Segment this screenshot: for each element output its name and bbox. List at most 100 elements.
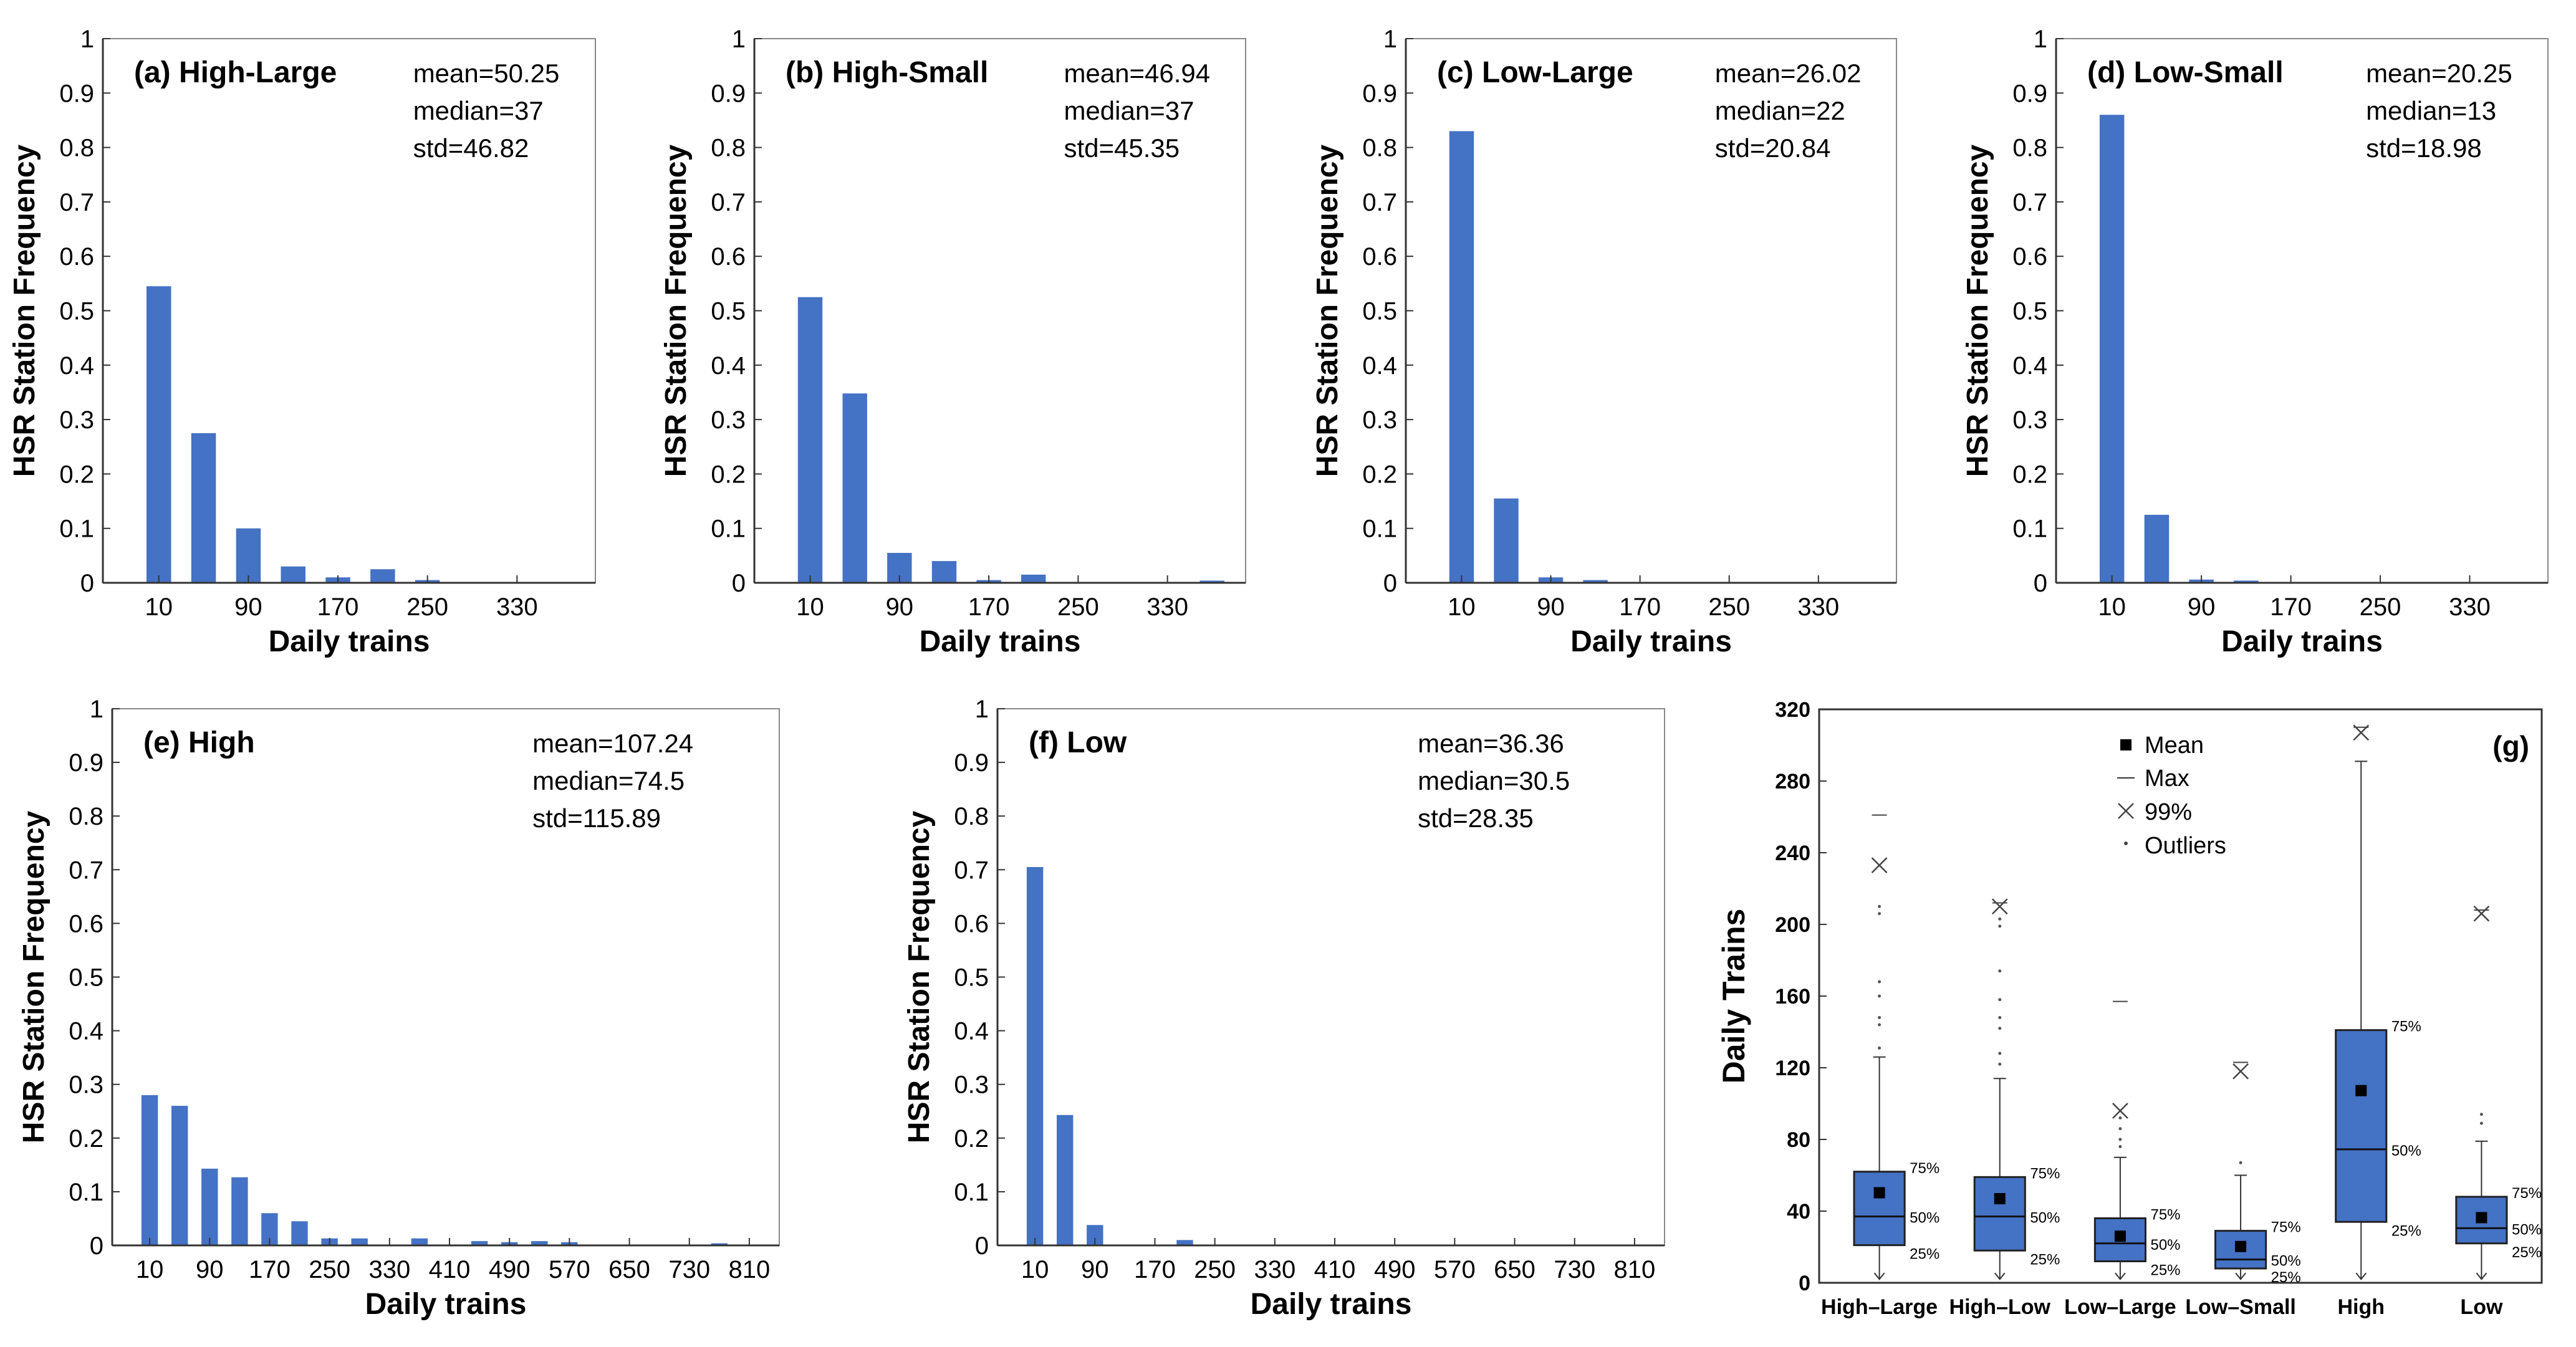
y-tick-label: 0.9 [711, 80, 746, 107]
y-tick-label: 0.4 [711, 352, 746, 380]
p25-label: 25% [2391, 1222, 2421, 1239]
x-tick-label: 90 [1081, 1256, 1109, 1283]
y-tick-label: 0.8 [954, 803, 989, 830]
y-tick-label: 0.4 [59, 352, 94, 380]
y-tick-label: 0.2 [711, 461, 746, 488]
x-tick-label: 410 [429, 1256, 471, 1283]
x-tick-label: 330 [1254, 1256, 1295, 1283]
x-tick-label: 410 [1314, 1256, 1356, 1283]
bar [2144, 514, 2170, 583]
x-tick-label: 250 [1194, 1256, 1236, 1283]
panel-f: 0 0.1 0.2 0.3 0.4 0.5 0.6 0.7 0.8 0.9 1 10 90 170 250 3… [903, 696, 1665, 1321]
bar [531, 1241, 548, 1245]
stat-label: std=28.35 [1418, 803, 1534, 833]
panel-title: (c) Low-Large [1437, 56, 1633, 89]
legend-mean-symbol [2120, 739, 2131, 750]
x-tick-label: 330 [1797, 593, 1839, 621]
x-tick-label: 250 [309, 1256, 350, 1283]
category-label: High–Low [1949, 1295, 2051, 1319]
legend-max-label: Max [2145, 765, 2189, 792]
bar [281, 566, 305, 583]
bar [2099, 115, 2125, 583]
y-tick-label: 280 [1775, 770, 1810, 793]
y-tick-label: 0.1 [954, 1179, 989, 1206]
bar [231, 1177, 248, 1245]
stat-label: median=30.5 [1418, 766, 1570, 795]
panel-title: (g) [2492, 730, 2529, 762]
stat-label: mean=20.25 [2366, 59, 2512, 88]
p50-label: 50% [2030, 1210, 2060, 1227]
category-label: Low–Small [2185, 1295, 2296, 1319]
outlier-point [1878, 904, 1882, 908]
x-axis-title: Daily trains [920, 625, 1081, 658]
x-tick-label: 490 [1374, 1256, 1416, 1283]
p99-marker [2232, 1063, 2249, 1080]
stat-label: mean=50.25 [413, 59, 560, 88]
box-iqr [1973, 1176, 2026, 1252]
p25-label: 25% [2030, 1251, 2060, 1268]
y-axis-title: HSR Station Frequency [1961, 144, 1994, 477]
y-axis-title: Daily Trains [1716, 909, 1751, 1084]
outlier-point [1878, 1016, 1882, 1019]
outlier-point [1998, 924, 2002, 928]
y-tick-label: 0.4 [69, 1018, 103, 1045]
y-tick-label: 0.1 [2012, 515, 2047, 543]
panel-title: (d) Low-Small [2087, 56, 2284, 89]
y-tick-label: 0 [975, 1232, 989, 1260]
y-tick-label: 40 [1787, 1200, 1810, 1224]
y-tick-label: 0.2 [69, 1125, 103, 1153]
y-tick-label: 0.6 [954, 910, 989, 937]
x-tick-label: 10 [796, 593, 824, 621]
y-tick-label: 240 [1775, 841, 1810, 865]
x-tick-label: 330 [2449, 593, 2491, 621]
y-tick-label: 0.5 [954, 964, 989, 992]
x-tick-label: 570 [549, 1256, 590, 1283]
whisker-cap-lower [2355, 1272, 2367, 1280]
y-tick-label: 0.4 [1362, 352, 1397, 380]
p50-label: 50% [1910, 1210, 1939, 1227]
p50-label: 50% [2271, 1253, 2301, 1270]
p75-label: 75% [2150, 1207, 2180, 1224]
legend-p99-label: 99% [2145, 799, 2192, 825]
bar [291, 1221, 308, 1245]
x-tick-label: 170 [317, 593, 359, 621]
box-2: 75% 50% 25% Low–Large [2064, 1000, 2181, 1319]
legend-mean-label: Mean [2145, 732, 2204, 759]
bar [351, 1238, 368, 1245]
outlier-point [1998, 917, 2002, 921]
x-axis-title: Daily trains [1570, 625, 1732, 658]
x-tick-label: 90 [2188, 593, 2216, 621]
outlier-point [2118, 1145, 2122, 1148]
x-tick-label: 10 [136, 1256, 164, 1283]
legend: Mean Max 99% Outliers [2117, 732, 2226, 859]
panel-g: 0 40 80 120 160 200 240 280 320 Daily Trains 75% 50… [1716, 698, 2543, 1319]
category-label: High [2337, 1295, 2385, 1319]
x-tick-label: 650 [608, 1256, 650, 1283]
outlier-point [1998, 1027, 2002, 1030]
box-0: 75% 50% 25% High–Large [1821, 814, 1939, 1319]
panel-title: (b) High-Small [786, 56, 988, 89]
x-tick-label: 170 [1619, 593, 1661, 621]
y-tick-label: 0.1 [711, 515, 746, 543]
y-tick-label: 0.7 [1362, 189, 1397, 216]
x-tick-label: 730 [668, 1256, 710, 1283]
panel-title: (a) High-Large [134, 56, 337, 89]
y-tick-label: 0.1 [1362, 515, 1397, 543]
y-tick-label: 0.6 [1362, 243, 1397, 271]
plot-frame [1818, 708, 2543, 1284]
y-tick-label: 0.5 [1362, 298, 1397, 325]
mean-marker [1994, 1193, 2006, 1205]
outlier-point [1878, 1046, 1882, 1050]
p75-label: 75% [2512, 1185, 2542, 1202]
y-tick-label: 0.3 [954, 1071, 989, 1099]
bar [2234, 580, 2259, 583]
p25-label: 25% [1910, 1246, 1939, 1263]
y-tick-label: 0.2 [2012, 461, 2047, 488]
box-iqr [1853, 1171, 1906, 1247]
panel-d: 0 0.1 0.2 0.3 0.4 0.5 0.6 0.7 0.8 0.9 1 10 90 170 250 3… [1961, 26, 2549, 658]
category-label: Low [2460, 1295, 2503, 1319]
bar [1026, 867, 1044, 1245]
y-tick-label: 1 [2034, 26, 2047, 53]
outlier-point [1998, 1052, 2002, 1055]
